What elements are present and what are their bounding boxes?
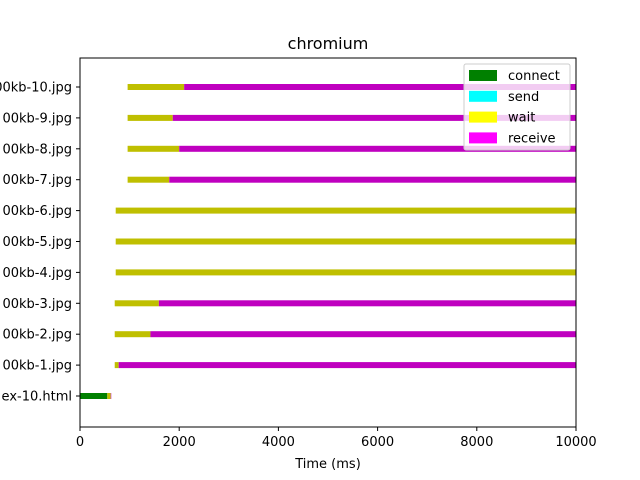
legend-label-send: send [508, 90, 539, 105]
bar-wait-6 [115, 238, 576, 245]
x-tick-label: 2000 [163, 435, 196, 450]
bar-wait-5 [115, 269, 576, 276]
y-tick-label: 00kb-10.jpg [0, 81, 72, 96]
bar-connect-1 [80, 393, 108, 399]
bar-receive-8 [169, 176, 576, 183]
bar-receive-4 [158, 300, 576, 307]
legend-label-wait: wait [508, 111, 535, 126]
bar-wait-1 [107, 393, 111, 399]
y-tick-label: 00kb-4.jpg [2, 266, 72, 281]
bar-receive-9 [179, 145, 576, 152]
bar-wait-3 [114, 331, 151, 338]
legend: connect send wait receive [463, 63, 571, 151]
chart-title: chromium [288, 34, 369, 53]
y-tick-label: 00kb-5.jpg [2, 235, 72, 250]
legend-swatch-wait [469, 111, 497, 123]
y-tick-label: 00kb-2.jpg [2, 328, 72, 343]
bar-wait-2 [114, 362, 119, 369]
x-tick-label: 0 [76, 435, 84, 450]
x-axis-label: Time (ms) [294, 457, 361, 472]
y-tick-label: 00kb-9.jpg [2, 111, 72, 126]
x-tick-label: 6000 [361, 435, 394, 450]
y-tick-label: 00kb-8.jpg [2, 142, 72, 157]
legend-label-connect: connect [508, 69, 560, 84]
legend-box [463, 63, 571, 151]
x-axis: 0 2000 4000 6000 8000 10000 [76, 427, 597, 450]
y-axis: ex-10.html 00kb-1.jpg 00kb-2.jpg 00kb-3.jpg… [0, 81, 80, 405]
legend-swatch-connect [469, 70, 497, 81]
y-tick-label: 00kb-7.jpg [2, 173, 72, 188]
bar-receive-2 [118, 362, 577, 369]
bar-segments [80, 84, 577, 399]
bar-receive-10 [172, 114, 576, 121]
x-tick-label: 4000 [262, 435, 295, 450]
bar-wait-11 [127, 84, 185, 90]
y-tick-label: 00kb-6.jpg [2, 204, 72, 219]
bar-receive-3 [150, 331, 576, 338]
legend-label-receive: receive [508, 131, 556, 146]
bar-wait-4 [114, 300, 159, 307]
bar-wait-9 [127, 145, 180, 152]
y-tick-label: 00kb-1.jpg [2, 359, 72, 374]
bar-wait-10 [127, 114, 173, 121]
y-tick-label: 00kb-3.jpg [2, 297, 72, 312]
legend-swatch-send [469, 90, 497, 102]
plot-area [79, 57, 577, 428]
legend-swatch-receive [469, 132, 497, 144]
bar-receive-11 [184, 84, 576, 90]
x-tick-label: 8000 [460, 435, 493, 450]
bar-wait-8 [127, 176, 170, 183]
y-tick-label: ex-10.html [2, 390, 72, 405]
bar-wait-7 [115, 207, 576, 214]
x-tick-label: 10000 [555, 435, 596, 450]
